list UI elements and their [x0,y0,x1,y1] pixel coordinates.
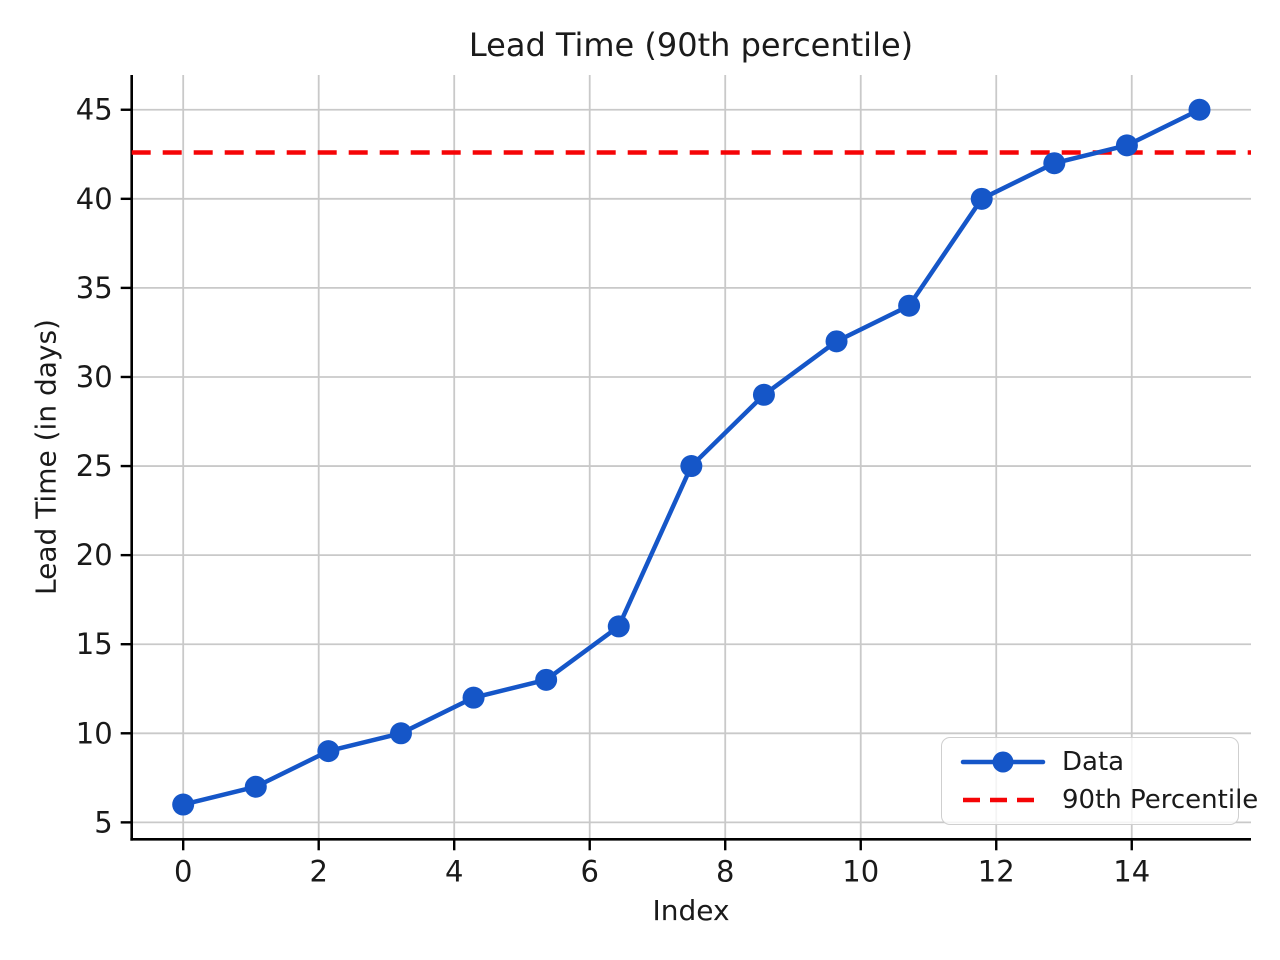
y-tick-label-20: 20 [76,538,113,572]
y-tick-label-30: 30 [76,360,113,394]
data-point-7 [680,455,703,478]
data-point-0 [172,793,195,816]
data-point-8 [752,383,775,406]
legend-entry-percentile: 90th Percentile [960,785,1258,815]
data-point-9 [825,330,848,353]
legend-sample-marker [992,751,1014,773]
x-tick-label-14: 14 [1113,854,1150,888]
y-axis-label: Lead Time (in days) [29,319,63,595]
data-point-14 [1188,98,1211,121]
x-axis-label: Index [652,894,730,927]
data-point-11 [970,187,993,210]
y-tick-label-45: 45 [76,93,113,127]
x-tick-label-6: 6 [580,854,598,888]
x-tick-label-10: 10 [842,854,879,888]
y-tick-label-35: 35 [76,271,113,305]
legend-label-data: Data [1062,747,1125,777]
data-point-6 [607,615,630,638]
x-tick-label-0: 0 [174,854,192,888]
data-point-12 [1043,152,1066,175]
data-point-3 [389,722,412,745]
y-tick-label-15: 15 [76,627,113,661]
x-tick-label-2: 2 [309,854,327,888]
x-tick-label-8: 8 [716,854,734,888]
data-point-2 [317,740,340,763]
y-tick-label-25: 25 [76,449,113,483]
chart-title: Lead Time (90th percentile) [468,26,914,64]
data-point-1 [244,775,267,798]
x-tick-label-12: 12 [978,854,1015,888]
legend-label-percentile: 90th Percentile [1062,785,1259,815]
data-point-13 [1115,134,1138,157]
legend-line-marker-icon [960,751,1046,773]
data-point-5 [535,668,558,691]
y-tick-label-5: 5 [94,805,112,839]
legend-dashed-line-icon [963,797,1043,803]
y-tick-label-40: 40 [76,182,113,216]
data-point-4 [462,686,485,709]
y-tick-label-10: 10 [76,716,113,750]
data-point-10 [898,294,921,317]
legend-entry-data: Data [960,747,1238,777]
legend: Data 90th Percentile [941,737,1258,825]
x-tick-label-4: 4 [445,854,463,888]
